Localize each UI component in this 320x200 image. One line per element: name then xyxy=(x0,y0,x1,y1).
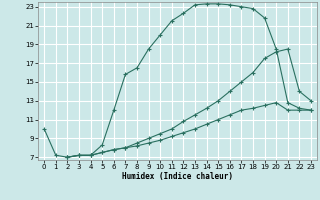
X-axis label: Humidex (Indice chaleur): Humidex (Indice chaleur) xyxy=(122,172,233,181)
